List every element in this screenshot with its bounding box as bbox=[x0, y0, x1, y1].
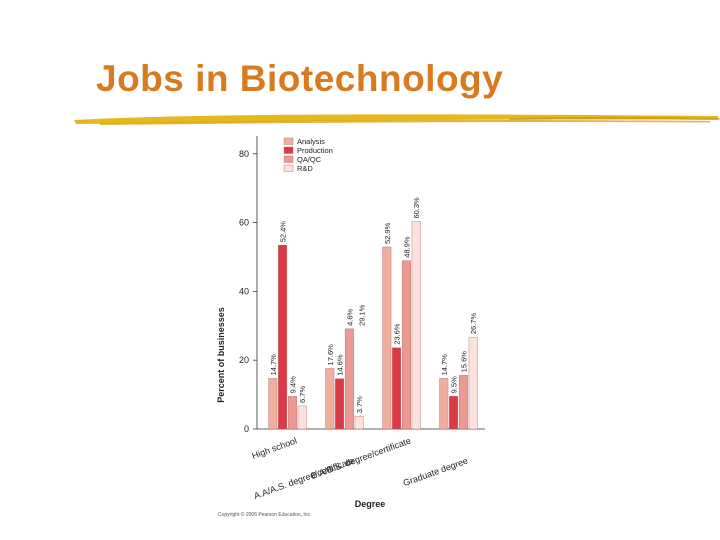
x-tick-label: High school bbox=[251, 435, 299, 460]
bars bbox=[268, 221, 478, 430]
title-underline-brush bbox=[74, 114, 720, 125]
bar-value-label: 23.6% bbox=[393, 323, 402, 345]
legend-swatch bbox=[283, 137, 294, 145]
copyright-notice: Copyright © 2006 Pearson Education, Inc. bbox=[218, 512, 312, 518]
underline-stroke-thin bbox=[100, 119, 710, 125]
y-tick-label: 20 bbox=[239, 355, 249, 365]
legend-label: R&D bbox=[297, 164, 313, 173]
bar-value-label: 17.6% bbox=[326, 344, 335, 366]
legend-swatch bbox=[283, 164, 294, 172]
bar-analysis bbox=[439, 378, 449, 430]
bar-value-label: 3.7% bbox=[355, 396, 364, 413]
bar-analysis bbox=[382, 246, 392, 430]
bar-value-label: 26.7% bbox=[469, 313, 478, 335]
y-axis-label: Percent of businesses bbox=[216, 307, 226, 403]
y-tick-label: 60 bbox=[239, 218, 249, 228]
y-tick-label: 40 bbox=[239, 286, 249, 296]
bar-value-label: 14.7% bbox=[269, 354, 278, 376]
y-axis: 0 20 40 60 80 bbox=[239, 136, 258, 434]
bar-qa-qc bbox=[344, 328, 354, 430]
bar-production bbox=[278, 245, 288, 430]
bar-r-d bbox=[411, 221, 421, 430]
slide-title: Jobs in Biotechnology bbox=[96, 58, 504, 99]
underline-stroke-tail bbox=[510, 116, 720, 120]
bar-analysis bbox=[268, 378, 278, 430]
legend-swatch bbox=[283, 155, 294, 163]
bar-r-d bbox=[468, 336, 478, 430]
x-axis-label: Degree bbox=[355, 499, 386, 509]
y-tick-label: 0 bbox=[244, 424, 249, 434]
bar-qa-qc bbox=[458, 375, 468, 430]
bar-value-label: 4.6% bbox=[345, 308, 354, 325]
legend-label: Production bbox=[297, 146, 333, 155]
legend-swatch bbox=[283, 146, 294, 154]
bar-value-label: 60.3% bbox=[412, 197, 421, 219]
y-tick-label: 80 bbox=[239, 149, 249, 159]
bar-value-label: 6.7% bbox=[298, 386, 307, 403]
bar-value-label: 48.9% bbox=[402, 236, 411, 258]
bar-value-label: 52.4% bbox=[279, 221, 288, 243]
bar-production bbox=[392, 347, 402, 430]
bar-value-label: 9.5% bbox=[450, 376, 459, 393]
bar-production bbox=[449, 396, 459, 430]
bar-analysis bbox=[325, 368, 335, 430]
bar-value-label: 14.7% bbox=[440, 354, 449, 376]
bar-value-label: 52.9% bbox=[383, 222, 392, 244]
x-tick-label: Graduate degree bbox=[402, 455, 469, 488]
bar-qa-qc bbox=[401, 260, 411, 430]
bar-r-d bbox=[354, 416, 364, 430]
bar-labels: 14.7% 52.4% 9.4%6.7% 17.6% 14.6% 4.6% 3.7% 52.9… bbox=[269, 197, 478, 413]
bar-value-label-extra: 29.1% bbox=[357, 304, 366, 326]
x-tick-label: B.A/B.S. degree/certificate bbox=[310, 435, 413, 481]
bar-production bbox=[335, 378, 345, 430]
bar-value-label: 14.6% bbox=[336, 354, 345, 376]
bar-r-d bbox=[297, 405, 307, 430]
bar-qa-qc bbox=[287, 396, 297, 430]
bar-value-label: 15.6% bbox=[459, 351, 468, 373]
legend-label: QA/QC bbox=[297, 155, 322, 164]
bar-value-label: 9.4% bbox=[288, 376, 297, 393]
legend-label: Analysis bbox=[297, 137, 325, 146]
